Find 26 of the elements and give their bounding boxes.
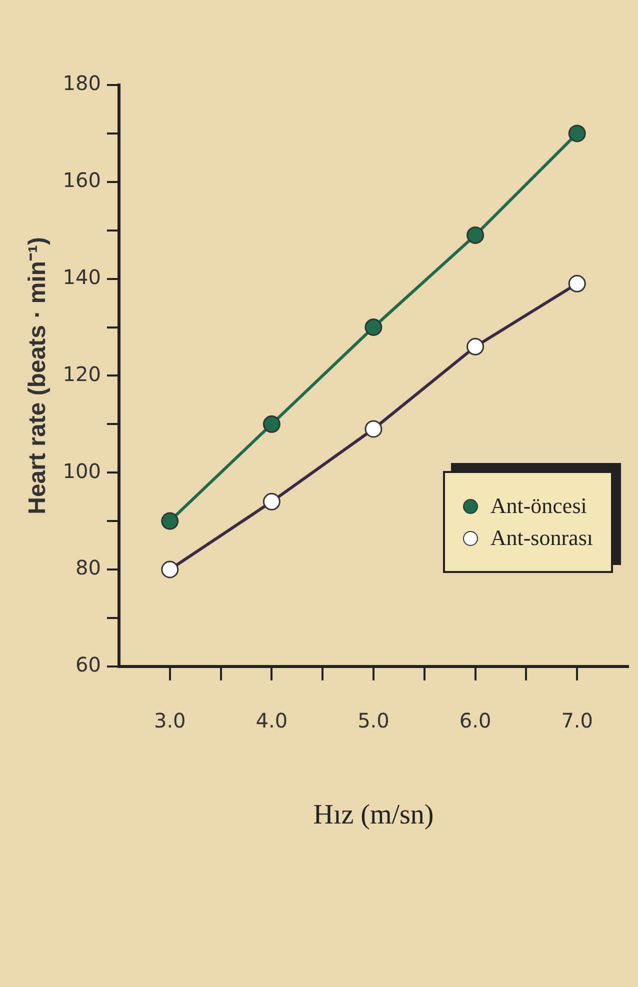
legend-label: Ant-sonrası — [490, 525, 593, 552]
y-tick-label: 100 — [62, 458, 101, 483]
point — [568, 274, 586, 292]
x-tick-label: 7.0 — [561, 708, 594, 733]
point — [466, 226, 484, 244]
point — [364, 318, 382, 336]
x-axis-title: Hız (m/sn) — [313, 800, 434, 831]
point — [161, 512, 179, 530]
x-tick-label: 3.0 — [154, 708, 186, 733]
y-tick-label: 80 — [76, 556, 101, 580]
y-axis-title: Heart rate (beats · min⁻¹) — [24, 237, 52, 514]
point — [161, 560, 179, 578]
point — [466, 338, 484, 356]
y-tick-label: 140 — [62, 265, 101, 290]
y-tick-label: 160 — [62, 168, 101, 192]
y-tick-label: 120 — [62, 362, 101, 386]
y-tick-label: 180 — [62, 71, 101, 96]
point — [568, 124, 586, 142]
y-tick-label: 60 — [76, 652, 101, 677]
point — [262, 492, 280, 510]
point — [262, 415, 280, 433]
x-tick-label: 6.0 — [459, 708, 492, 733]
legend-label: Ant-öncesi — [490, 493, 587, 520]
x-tick-label: 5.0 — [358, 708, 390, 733]
point — [364, 420, 382, 438]
x-tick-label: 4.0 — [256, 708, 288, 733]
